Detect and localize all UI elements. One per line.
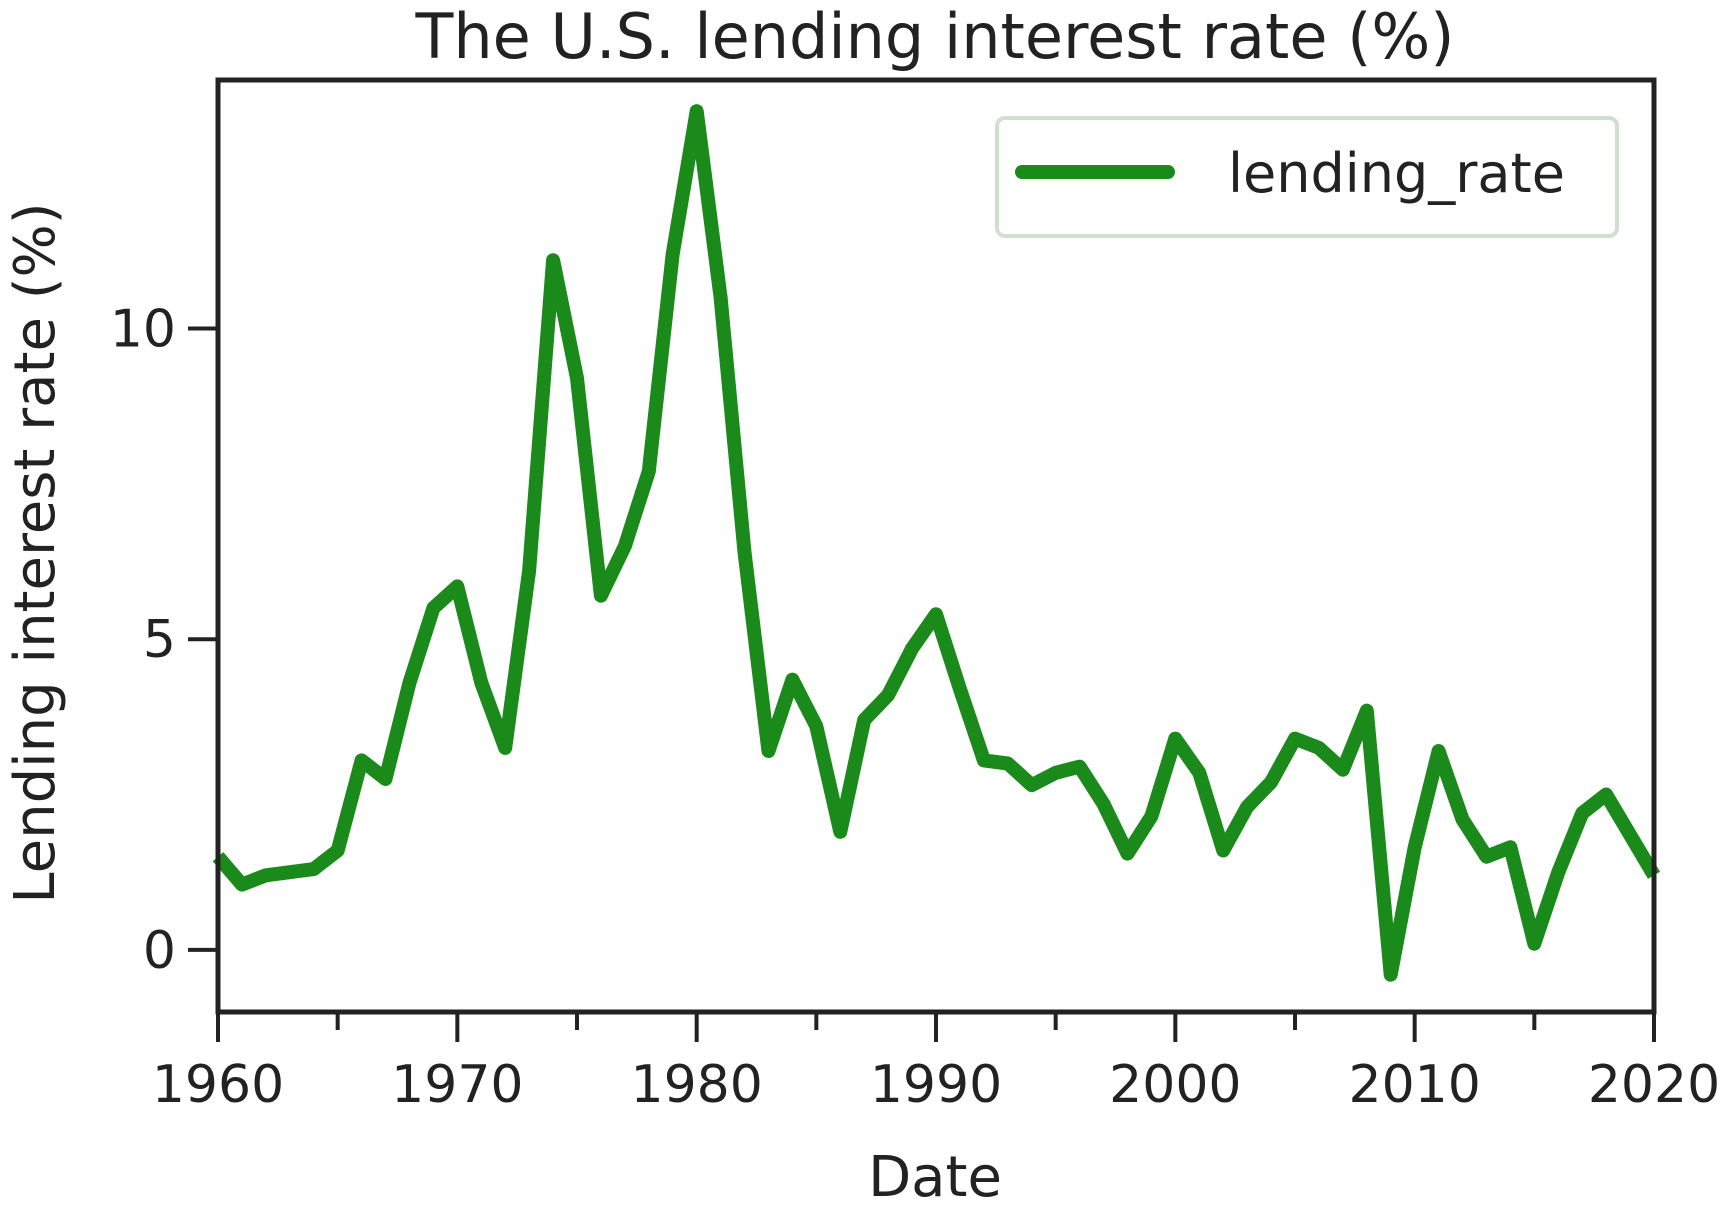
x-tick-label-1990: 1990: [870, 1055, 1002, 1115]
plot-area: 0 5 10 1960 1970 1980 1990 2000 2010 2020: [110, 77, 1720, 1115]
legend-box: [995, 116, 1619, 238]
x-tick-label-1980: 1980: [630, 1055, 762, 1115]
x-tick-label-1970: 1970: [391, 1055, 523, 1115]
x-axis-label: Date: [868, 1145, 1002, 1207]
legend-label: lending_rate: [1228, 142, 1565, 205]
y-axis-label: Lending interest rate (%): [3, 202, 68, 903]
x-tick-label-2000: 2000: [1109, 1055, 1241, 1115]
x-tick-label-2020: 2020: [1588, 1055, 1720, 1115]
x-tick-label-1960: 1960: [152, 1055, 284, 1115]
y-tick-label-0: 0: [143, 921, 176, 981]
legend: lending_rate: [995, 116, 1619, 238]
chart-title: The U.S. lending interest rate (%): [415, 0, 1455, 73]
y-tick-label-10: 10: [110, 300, 176, 360]
x-tick-label-2010: 2010: [1348, 1055, 1480, 1115]
series-line-lending-rate: [212, 104, 1661, 982]
y-tick-label-5: 5: [143, 610, 176, 670]
